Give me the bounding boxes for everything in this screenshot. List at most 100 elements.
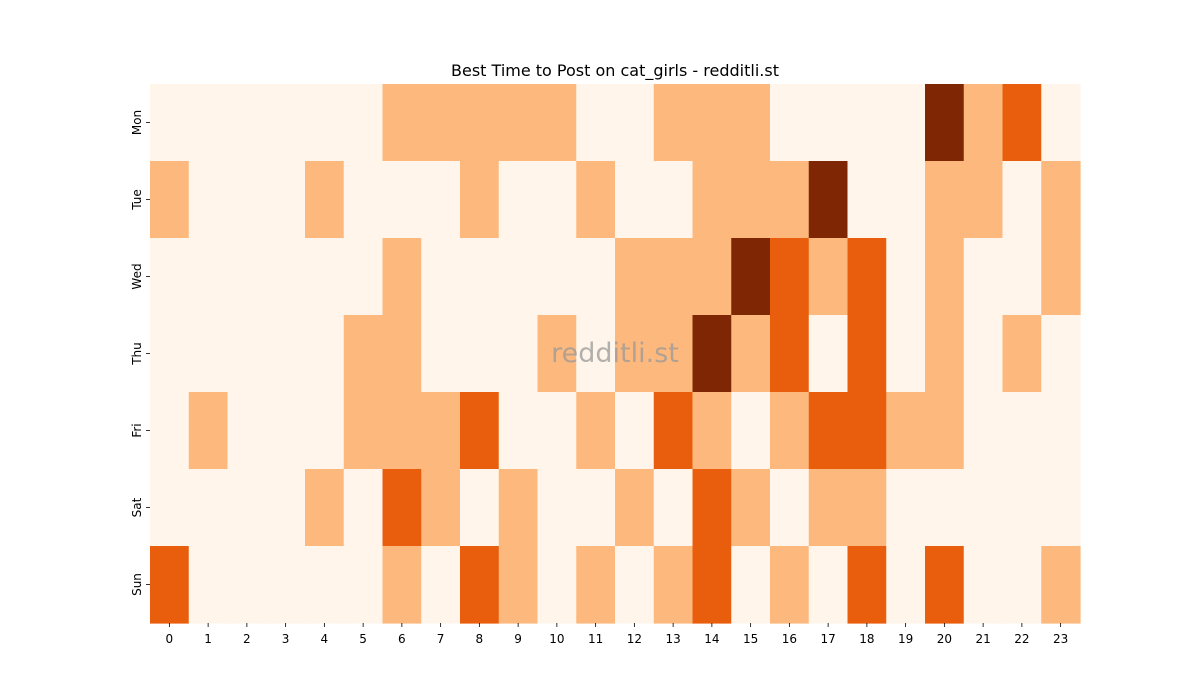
heatmap-cell-wed-15 <box>731 238 771 316</box>
heatmap-cell-tue-0 <box>150 161 190 239</box>
heatmap-cell-thu-9 <box>498 315 539 393</box>
heatmap-cell-thu-2 <box>227 315 267 393</box>
y-tick-label-sat: Sat <box>130 497 144 517</box>
heatmap-cell-wed-16 <box>770 238 810 316</box>
heatmap-cell-wed-11 <box>576 238 616 316</box>
heatmap-cell-fri-7 <box>421 392 461 470</box>
heatmap-cell-thu-16 <box>770 315 810 393</box>
x-tick-label: 18 <box>859 632 874 646</box>
heatmap-cell-sun-1 <box>188 546 229 624</box>
heatmap-cell-thu-14 <box>692 315 732 393</box>
heatmap-cell-fri-20 <box>925 392 965 470</box>
heatmap-cells <box>150 84 1081 624</box>
heatmap-cell-thu-4 <box>305 315 345 393</box>
heatmap-cell-wed-9 <box>498 238 539 316</box>
heatmap-cell-sun-14 <box>692 546 732 624</box>
heatmap-cell-tue-8 <box>460 161 500 239</box>
y-tick-label-wed: Wed <box>130 263 144 289</box>
heatmap-cell-thu-3 <box>266 315 306 393</box>
heatmap-cell-sun-23 <box>1041 546 1081 624</box>
heatmap-cell-thu-19 <box>886 315 926 393</box>
heatmap-cell-wed-10 <box>537 238 577 316</box>
heatmap-cell-sat-5 <box>343 469 384 547</box>
heatmap-cell-mon-2 <box>227 84 267 162</box>
heatmap-cell-fri-12 <box>615 392 655 470</box>
x-tick-label: 10 <box>549 632 564 646</box>
x-tick-label: 12 <box>627 632 642 646</box>
heatmap-cell-tue-4 <box>305 161 345 239</box>
heatmap-cell-tue-16 <box>770 161 810 239</box>
heatmap-cell-sun-5 <box>343 546 384 624</box>
heatmap-cell-tue-3 <box>266 161 306 239</box>
heatmap-cell-mon-13 <box>653 84 694 162</box>
heatmap-cell-sat-15 <box>731 469 771 547</box>
heatmap-cell-thu-10 <box>537 315 577 393</box>
heatmap-cell-mon-3 <box>266 84 306 162</box>
heatmap-cell-thu-20 <box>925 315 965 393</box>
heatmap-cell-sat-17 <box>808 469 849 547</box>
heatmap-cell-tue-18 <box>847 161 887 239</box>
heatmap-cell-thu-23 <box>1041 315 1081 393</box>
heatmap-cell-mon-0 <box>150 84 190 162</box>
heatmap-cell-thu-8 <box>460 315 500 393</box>
heatmap-cell-thu-12 <box>615 315 655 393</box>
heatmap-cell-sat-0 <box>150 469 190 547</box>
heatmap-cell-tue-23 <box>1041 161 1081 239</box>
heatmap-cell-wed-0 <box>150 238 190 316</box>
heatmap-cell-sat-2 <box>227 469 267 547</box>
heatmap-cell-sun-4 <box>305 546 345 624</box>
heatmap-cell-fri-11 <box>576 392 616 470</box>
y-tick-label-sun: Sun <box>130 573 144 596</box>
heatmap-cell-mon-15 <box>731 84 771 162</box>
heatmap-cell-fri-5 <box>343 392 384 470</box>
heatmap-cell-mon-16 <box>770 84 810 162</box>
heatmap-cell-tue-20 <box>925 161 965 239</box>
heatmap-cell-sun-12 <box>615 546 655 624</box>
heatmap-cell-sat-1 <box>188 469 229 547</box>
heatmap-cell-wed-5 <box>343 238 384 316</box>
heatmap-cell-sun-16 <box>770 546 810 624</box>
heatmap-cell-sun-8 <box>460 546 500 624</box>
heatmap-cell-fri-6 <box>382 392 422 470</box>
heatmap-cell-mon-10 <box>537 84 577 162</box>
heatmap-cell-tue-2 <box>227 161 267 239</box>
heatmap-cell-sun-15 <box>731 546 771 624</box>
heatmap-cell-sun-7 <box>421 546 461 624</box>
heatmap-cell-thu-21 <box>963 315 1004 393</box>
heatmap-cell-fri-3 <box>266 392 306 470</box>
heatmap-cell-tue-22 <box>1002 161 1042 239</box>
heatmap-cell-sat-22 <box>1002 469 1042 547</box>
heatmap-cell-thu-15 <box>731 315 771 393</box>
heatmap-cell-mon-18 <box>847 84 887 162</box>
x-tick-label: 15 <box>743 632 758 646</box>
heatmap-cell-sun-18 <box>847 546 887 624</box>
x-tick-label: 1 <box>204 632 212 646</box>
heatmap-cell-tue-12 <box>615 161 655 239</box>
heatmap-cell-fri-4 <box>305 392 345 470</box>
heatmap-cell-wed-1 <box>188 238 229 316</box>
x-tick-label: 17 <box>820 632 835 646</box>
x-tick-label: 21 <box>975 632 990 646</box>
heatmap-cell-sun-22 <box>1002 546 1042 624</box>
heatmap-cell-thu-1 <box>188 315 229 393</box>
heatmap-cell-wed-4 <box>305 238 345 316</box>
heatmap-cell-mon-1 <box>188 84 229 162</box>
heatmap-cell-mon-22 <box>1002 84 1042 162</box>
heatmap-cell-mon-17 <box>808 84 849 162</box>
heatmap-cell-thu-7 <box>421 315 461 393</box>
heatmap-cell-sun-20 <box>925 546 965 624</box>
heatmap-cell-mon-20 <box>925 84 965 162</box>
heatmap-cell-mon-7 <box>421 84 461 162</box>
heatmap-cell-wed-6 <box>382 238 422 316</box>
heatmap-cell-tue-17 <box>808 161 849 239</box>
heatmap-cell-fri-17 <box>808 392 849 470</box>
heatmap-cell-tue-7 <box>421 161 461 239</box>
heatmap-cell-sun-9 <box>498 546 539 624</box>
heatmap-cell-wed-8 <box>460 238 500 316</box>
heatmap-cell-thu-0 <box>150 315 190 393</box>
heatmap-cell-thu-17 <box>808 315 849 393</box>
heatmap-cell-sun-0 <box>150 546 190 624</box>
heatmap-cell-fri-9 <box>498 392 539 470</box>
heatmap-cell-wed-20 <box>925 238 965 316</box>
heatmap-cell-fri-2 <box>227 392 267 470</box>
